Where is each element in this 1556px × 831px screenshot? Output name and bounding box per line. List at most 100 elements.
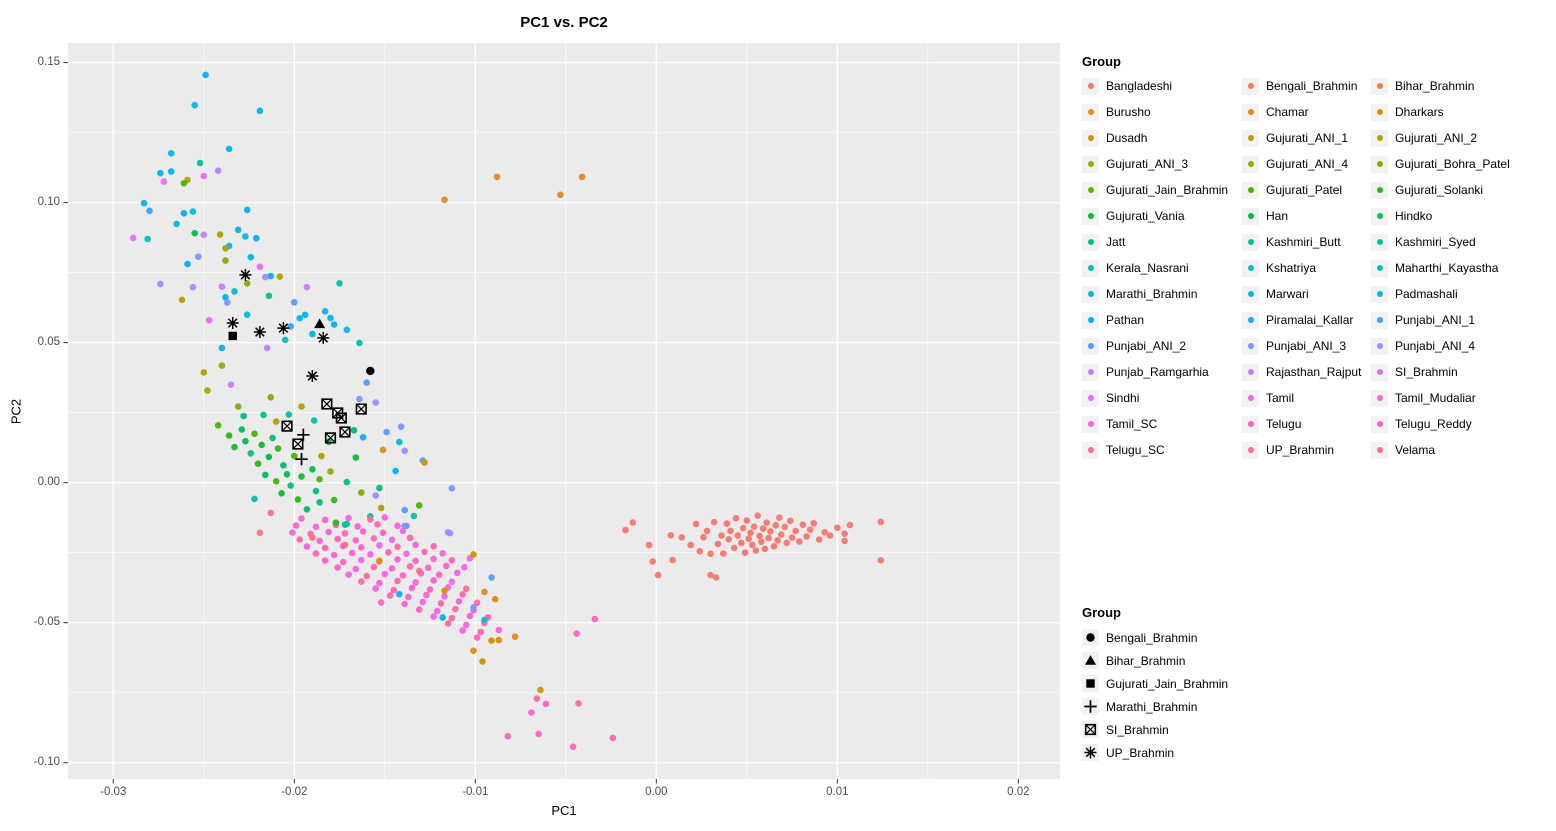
legend-item-Gujurati_Patel: Gujurati_Patel bbox=[1242, 177, 1371, 203]
legend-label: Sindhi bbox=[1106, 391, 1140, 405]
data-point bbox=[321, 308, 329, 315]
data-point bbox=[415, 502, 423, 509]
legend-key bbox=[1082, 415, 1099, 433]
legend-dot-icon bbox=[1247, 343, 1254, 349]
data-point bbox=[303, 543, 311, 550]
data-point bbox=[629, 519, 637, 526]
legend-item-Dusadh: Dusadh bbox=[1082, 125, 1242, 151]
data-point bbox=[312, 487, 320, 495]
data-point bbox=[291, 452, 298, 460]
data-point bbox=[379, 446, 387, 454]
data-point bbox=[692, 520, 700, 528]
legend-key bbox=[1082, 155, 1099, 173]
data-point bbox=[703, 527, 711, 535]
data-point bbox=[372, 492, 380, 499]
data-point bbox=[493, 173, 501, 181]
data-point bbox=[396, 438, 403, 446]
shape-marker-UP_Brahmin bbox=[239, 268, 252, 281]
data-point bbox=[383, 428, 390, 436]
legend-key bbox=[1371, 155, 1388, 173]
data-point bbox=[374, 521, 381, 528]
data-point bbox=[415, 606, 423, 613]
legend-label: Punjab_Ramgarhia bbox=[1106, 365, 1209, 379]
data-point bbox=[354, 523, 361, 530]
data-point bbox=[358, 556, 365, 564]
legend-item-Padmashali: Padmashali bbox=[1371, 281, 1541, 307]
data-point bbox=[339, 558, 347, 566]
legend-key bbox=[1371, 207, 1388, 225]
data-point bbox=[841, 530, 848, 537]
x-axis-title: PC1 bbox=[551, 803, 577, 818]
legend-key bbox=[1082, 652, 1099, 669]
data-point bbox=[191, 101, 198, 109]
shape-marker-Marathi_Brahmin bbox=[295, 452, 308, 466]
data-point bbox=[667, 532, 675, 539]
legend-item-Marwari: Marwari bbox=[1242, 281, 1371, 307]
legend-item-Kashmiri_Butt: Kashmiri_Butt bbox=[1242, 229, 1371, 255]
legend-dot-icon bbox=[1376, 291, 1383, 297]
legend-label: UP_Brahmin bbox=[1266, 443, 1335, 457]
data-point bbox=[363, 379, 371, 387]
legend-dot-icon bbox=[1376, 343, 1383, 349]
legend-item-Gujurati_ANI_3: Gujurati_ANI_3 bbox=[1082, 151, 1242, 177]
shape-marker-Bihar_Brahmin bbox=[314, 318, 326, 329]
legend-item-Sindhi: Sindhi bbox=[1082, 385, 1242, 411]
legend-label: Chamar bbox=[1266, 105, 1309, 119]
legend-label: Pathan bbox=[1106, 313, 1145, 327]
legend-dot-icon bbox=[1087, 213, 1094, 219]
legend-key bbox=[1242, 77, 1259, 95]
legend-item-Telugu: Telugu bbox=[1242, 411, 1371, 437]
legend-item-Bihar_Brahmin: Bihar_Brahmin bbox=[1371, 73, 1541, 99]
legend-dot-icon bbox=[1087, 369, 1094, 375]
legend-dot-icon bbox=[1376, 187, 1383, 193]
data-point bbox=[448, 485, 456, 492]
data-point bbox=[441, 196, 448, 204]
legend-key bbox=[1082, 629, 1099, 646]
legend-item-Punjab_Ramgarhia: Punjab_Ramgarhia bbox=[1082, 359, 1242, 385]
data-point bbox=[180, 180, 188, 187]
legend-label: Velama bbox=[1395, 443, 1436, 457]
data-point bbox=[184, 260, 191, 268]
legend-label: Gujurati_ANI_3 bbox=[1106, 157, 1189, 171]
legend-dot-icon bbox=[1247, 317, 1254, 323]
data-point bbox=[488, 637, 495, 644]
shape-marker-UP_Brahmin bbox=[306, 369, 319, 382]
legend-item-Punjabi_ANI_4: Punjabi_ANI_4 bbox=[1371, 333, 1541, 359]
data-point bbox=[296, 536, 304, 543]
legend-label: Bihar_Brahmin bbox=[1106, 653, 1186, 668]
legend-key bbox=[1082, 311, 1099, 329]
data-point bbox=[367, 551, 374, 558]
data-point bbox=[256, 263, 264, 271]
data-point bbox=[140, 199, 148, 207]
data-point bbox=[622, 526, 629, 534]
data-point bbox=[265, 292, 273, 300]
data-point bbox=[307, 530, 314, 538]
data-point bbox=[654, 571, 662, 579]
legend-key bbox=[1371, 259, 1388, 277]
legend-label: SI_Brahmin bbox=[1106, 722, 1169, 737]
data-point bbox=[575, 700, 582, 707]
data-point bbox=[358, 489, 365, 496]
data-point bbox=[352, 537, 360, 544]
legend-label: Maharthi_Kayastha bbox=[1395, 261, 1499, 275]
data-point bbox=[325, 528, 333, 536]
legend-key bbox=[1371, 415, 1388, 433]
data-point bbox=[776, 514, 783, 521]
data-point bbox=[542, 700, 550, 708]
data-point bbox=[291, 299, 298, 306]
legend-label: Dusadh bbox=[1106, 131, 1148, 145]
data-point bbox=[401, 600, 409, 608]
data-point bbox=[714, 540, 722, 548]
legend-label: Kshatriya bbox=[1266, 261, 1317, 275]
legend-key bbox=[1082, 259, 1099, 277]
data-point bbox=[267, 509, 275, 517]
data-point bbox=[252, 234, 260, 242]
data-point bbox=[754, 512, 761, 519]
legend-item-Tamil_Mudaliar: Tamil_Mudaliar bbox=[1371, 385, 1541, 411]
legend-label: Piramalai_Kallar bbox=[1266, 313, 1354, 327]
legend-item-Burusho: Burusho bbox=[1082, 99, 1242, 125]
legend-item-Bengali_Brahmin: Bengali_Brahmin bbox=[1242, 73, 1371, 99]
plus-marker-icon bbox=[1084, 700, 1097, 713]
data-point bbox=[749, 541, 756, 549]
